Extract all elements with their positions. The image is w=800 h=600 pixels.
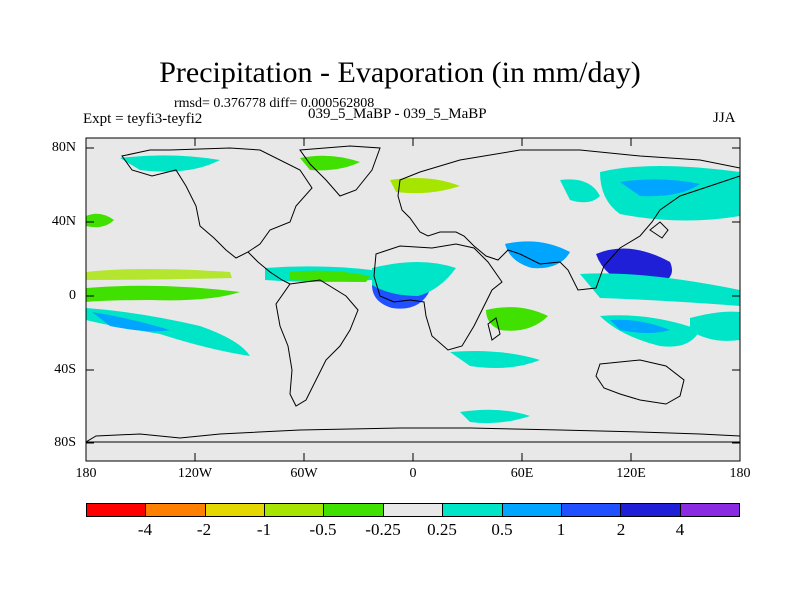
field-cyan-south-indian xyxy=(450,351,540,368)
lat-label-80s: 80S xyxy=(54,435,76,450)
field-cyan-east-pacific xyxy=(690,311,740,341)
precip-anomaly-fields xyxy=(86,155,740,424)
legend-label: 4 xyxy=(675,520,685,539)
field-cyan-far-north-pacific xyxy=(560,179,600,203)
legend-swatch xyxy=(561,504,622,516)
field-cyan-west-pacific xyxy=(580,273,740,306)
legend-swatch xyxy=(265,504,325,516)
legend-swatch xyxy=(680,504,739,516)
coast-north-america xyxy=(121,147,313,259)
plot-title: Precipitation - Evaporation (in mm/day) xyxy=(159,56,641,89)
field-blue-south-west-pacific xyxy=(610,319,670,333)
color-legend xyxy=(86,503,740,517)
field-green-indian-ocean xyxy=(486,307,548,331)
field-green-atlantic xyxy=(290,270,370,282)
legend-swatch xyxy=(324,504,384,516)
field-blue-south-pacific xyxy=(92,312,170,332)
legend-swatch xyxy=(205,504,266,516)
legend-label: -4 xyxy=(137,520,153,539)
lon-label-180e: 180 xyxy=(729,466,751,481)
coast-antarctica xyxy=(86,427,740,443)
legend-label: -0.5 xyxy=(309,520,337,539)
field-green-pacific-2 xyxy=(86,269,232,280)
lat-label-80n: 80N xyxy=(51,140,76,155)
legend-label: -1 xyxy=(256,520,272,539)
legend-label: 2 xyxy=(616,520,626,539)
coast-madagascar xyxy=(487,317,501,341)
field-green-north-atlantic xyxy=(300,155,360,171)
legend-swatch xyxy=(87,504,147,516)
land-outlines xyxy=(86,145,740,443)
legend-label: 0.25 xyxy=(427,520,457,539)
legend-label: -2 xyxy=(196,520,212,539)
lat-label-0: 0 xyxy=(69,288,76,303)
experiment-label: Expt = teyfi3-teyfi2 xyxy=(83,111,203,127)
stats-text: rmsd= 0.376778 diff= 0.000562808 xyxy=(174,96,375,111)
coast-japan xyxy=(649,221,669,239)
legend-label: 0.5 xyxy=(491,520,513,539)
field-cyan-arctic xyxy=(120,155,220,172)
coast-central-america xyxy=(247,251,291,285)
field-cyan-africa xyxy=(372,262,456,296)
lon-label-0: 0 xyxy=(409,466,417,481)
field-blue-north-pacific xyxy=(620,179,700,197)
lon-label-120e: 120E xyxy=(616,466,646,481)
legend-swatch xyxy=(383,504,444,516)
field-cyan-antarctic xyxy=(460,409,530,424)
lon-label-60w: 60W xyxy=(290,466,318,481)
legend-swatch xyxy=(146,504,206,516)
lon-label-180w: 180 xyxy=(75,466,97,481)
coast-europe-asia xyxy=(397,149,740,291)
legend-label: 1 xyxy=(556,520,566,539)
coast-africa xyxy=(373,243,503,351)
case-label: 039_5_MaBP - 039_5_MaBP xyxy=(308,106,487,122)
legend-swatch xyxy=(502,504,562,516)
coast-australia xyxy=(595,359,685,405)
lon-label-60e: 60E xyxy=(510,466,534,481)
legend-label: -0.25 xyxy=(365,520,401,539)
field-cyan-india xyxy=(505,241,570,269)
season-label: JJA xyxy=(713,110,736,126)
lat-label-40s: 40S xyxy=(54,362,76,377)
lon-label-120w: 120W xyxy=(177,466,213,481)
coast-greenland xyxy=(299,145,381,197)
tick-marks xyxy=(86,138,740,461)
field-green-north-europe xyxy=(390,178,460,194)
coast-south-america xyxy=(275,279,359,407)
field-green-pacific xyxy=(86,285,240,302)
legend-swatch xyxy=(443,504,503,516)
field-green-north-america xyxy=(86,213,114,228)
legend-swatch xyxy=(621,504,681,516)
lat-label-40n: 40N xyxy=(51,214,76,229)
